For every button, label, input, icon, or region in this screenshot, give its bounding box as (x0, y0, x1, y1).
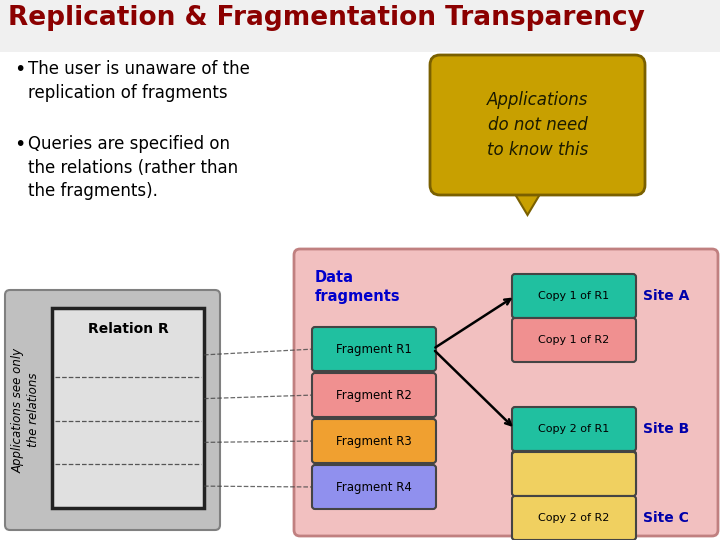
FancyBboxPatch shape (512, 496, 636, 540)
FancyBboxPatch shape (512, 451, 636, 495)
Text: Fragment R1: Fragment R1 (336, 342, 412, 355)
Text: Copy 2 of R2: Copy 2 of R2 (539, 513, 610, 523)
Text: Copy 1 of R2: Copy 1 of R2 (539, 335, 610, 345)
Text: Queries are specified on
the relations (rather than
the fragments).: Queries are specified on the relations (… (28, 135, 238, 200)
Text: The user is unaware of the
replication of fragments: The user is unaware of the replication o… (28, 60, 250, 102)
FancyBboxPatch shape (312, 465, 436, 509)
Text: Copy 2 of R1: Copy 2 of R1 (539, 424, 610, 434)
Text: Site A: Site A (643, 289, 689, 303)
FancyBboxPatch shape (52, 308, 204, 508)
Polygon shape (510, 185, 546, 215)
Text: Fragment R3: Fragment R3 (336, 435, 412, 448)
FancyBboxPatch shape (312, 419, 436, 463)
FancyBboxPatch shape (512, 407, 636, 451)
FancyBboxPatch shape (512, 318, 636, 362)
Text: Site B: Site B (643, 422, 689, 436)
FancyBboxPatch shape (294, 249, 718, 536)
Text: Relation R: Relation R (88, 322, 168, 336)
Text: Applications
do not need
to know this: Applications do not need to know this (487, 91, 588, 159)
FancyBboxPatch shape (512, 452, 636, 496)
Text: •: • (14, 135, 25, 154)
FancyBboxPatch shape (312, 373, 436, 417)
Text: •: • (14, 60, 25, 79)
FancyBboxPatch shape (5, 290, 220, 530)
FancyBboxPatch shape (0, 0, 720, 52)
Text: Site C: Site C (643, 511, 689, 525)
Text: Fragment R4: Fragment R4 (336, 481, 412, 494)
FancyBboxPatch shape (430, 55, 645, 195)
Text: Data
fragments: Data fragments (315, 270, 400, 303)
Text: Applications see only
the relations: Applications see only the relations (12, 347, 40, 472)
FancyBboxPatch shape (512, 274, 636, 318)
Text: Copy 1 of R1: Copy 1 of R1 (539, 291, 610, 301)
Text: Fragment R2: Fragment R2 (336, 388, 412, 402)
Text: Replication & Fragmentation Transparency: Replication & Fragmentation Transparency (8, 5, 645, 31)
FancyBboxPatch shape (312, 327, 436, 371)
